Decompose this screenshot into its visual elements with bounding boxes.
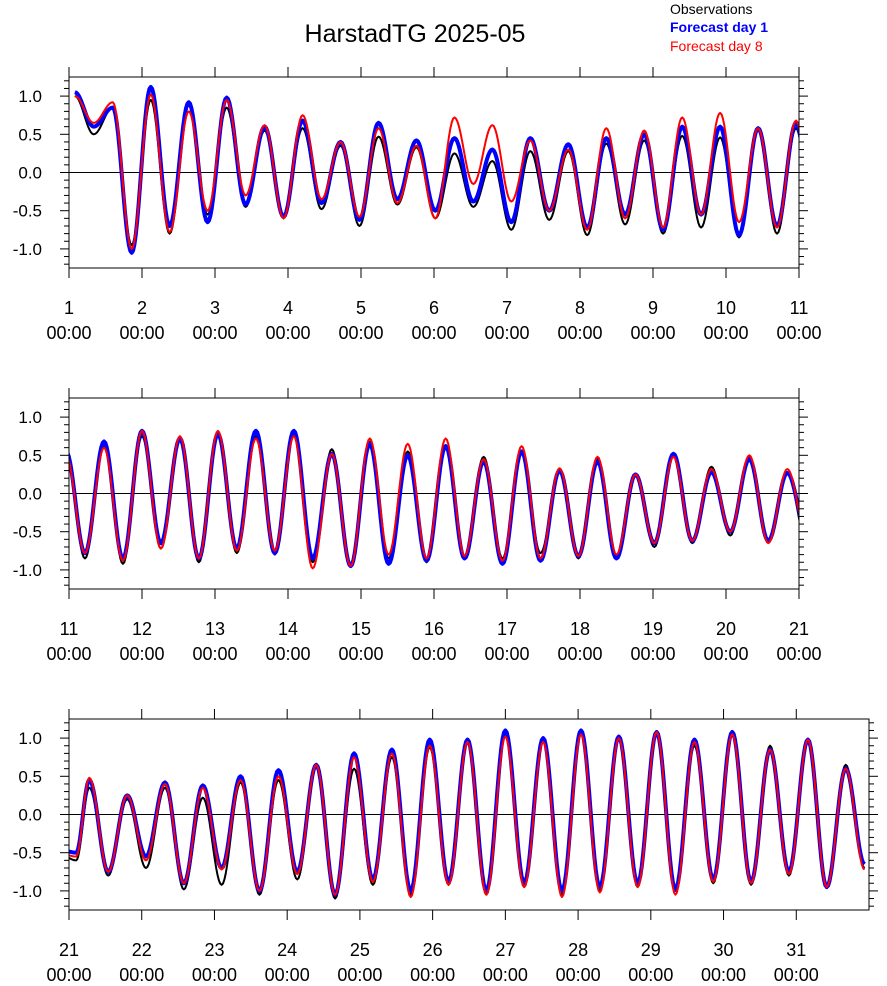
xtick-time-label: 00:00	[410, 965, 455, 985]
ytick-label: 1.0	[18, 87, 42, 106]
xtick-day-label: 24	[277, 940, 297, 960]
xtick-time-label: 00:00	[119, 644, 164, 664]
xtick-time-label: 00:00	[46, 323, 91, 343]
xtick-day-label: 16	[424, 619, 444, 639]
xtick-day-label: 28	[568, 940, 588, 960]
xtick-time-label: 00:00	[46, 965, 91, 985]
legend: Observations Forecast day 1 Forecast day…	[670, 1, 768, 54]
panel-1: 1.0 0.5 0.0 -0.5 -1.0 1 00:00 2 00:00 3 00:00 4 00:0…	[13, 67, 822, 343]
xtick-day-label: 18	[570, 619, 590, 639]
series-group	[69, 428, 799, 570]
legend-observations: Observations	[670, 1, 752, 17]
xtick-time-label: 00:00	[776, 323, 821, 343]
xtick-day-label: 7	[502, 298, 512, 318]
ytick-label: -1.0	[13, 882, 42, 901]
ytick-label: 0.5	[18, 125, 42, 144]
series-forecast-day-8	[74, 93, 799, 250]
xtick-day-label: 3	[210, 298, 220, 318]
xtick-time-label: 00:00	[556, 965, 601, 985]
panels: 1.0 0.5 0.0 -0.5 -1.0 1 00:00 2 00:00 3 00:00 4 00:0…	[13, 67, 878, 985]
legend-forecast-day-1: Forecast day 1	[670, 19, 768, 35]
xtick-day-label: 19	[643, 619, 663, 639]
xtick-day-label: 9	[648, 298, 658, 318]
xtick-time-label: 00:00	[119, 323, 164, 343]
ytick-label: 1.0	[18, 408, 42, 427]
xtick-time-label: 00:00	[338, 644, 383, 664]
xtick-day-label: 1	[64, 298, 74, 318]
xtick-day-label: 22	[132, 940, 152, 960]
xtick-day-label: 23	[204, 940, 224, 960]
xtick-time-label: 00:00	[701, 965, 746, 985]
xtick-time-label: 00:00	[192, 323, 237, 343]
ytick-label: -0.5	[13, 844, 42, 863]
ytick-label: -1.0	[13, 561, 42, 580]
xtick-time-label: 00:00	[776, 644, 821, 664]
xtick-day-label: 10	[716, 298, 736, 318]
xtick-time-label: 00:00	[557, 644, 602, 664]
xtick-time-label: 00:00	[628, 965, 673, 985]
xtick-time-label: 00:00	[484, 644, 529, 664]
ytick-label: 0.0	[18, 485, 42, 504]
xtick-time-label: 00:00	[411, 644, 456, 664]
xtick-day-label: 11	[60, 619, 79, 639]
ytick-label: 1.0	[18, 729, 42, 748]
ytick-label: 0.5	[18, 446, 42, 465]
xtick-time-label: 00:00	[484, 323, 529, 343]
xtick-day-label: 4	[283, 298, 293, 318]
ytick-label: -0.5	[13, 202, 42, 221]
xtick-day-label: 14	[278, 619, 298, 639]
xtick-day-label: 13	[205, 619, 225, 639]
xtick-day-label: 11	[790, 298, 809, 318]
xtick-day-label: 12	[132, 619, 152, 639]
ytick-label: 0.5	[18, 767, 42, 786]
xtick-day-label: 27	[495, 940, 515, 960]
ytick-label: -0.5	[13, 523, 42, 542]
xtick-time-label: 00:00	[337, 965, 382, 985]
series-forecast-day-8	[69, 429, 799, 570]
xtick-day-label: 15	[351, 619, 371, 639]
xtick-time-label: 00:00	[265, 644, 310, 664]
panel-2: 1.0 0.5 0.0 -0.5 -1.0 11 00:00 12 00:00 13 00:00 14…	[13, 388, 822, 664]
xtick-time-label: 00:00	[192, 644, 237, 664]
xtick-day-label: 26	[423, 940, 443, 960]
xtick-day-label: 29	[641, 940, 661, 960]
xtick-day-label: 25	[350, 940, 370, 960]
series-group	[74, 84, 799, 255]
xtick-time-label: 00:00	[119, 965, 164, 985]
xtick-day-label: 21	[59, 940, 79, 960]
panel-3: 1.0 0.5 0.0 -0.5 -1.0 21 00:00 22 00:00 23 00:00 24…	[13, 709, 878, 985]
legend-forecast-day-8: Forecast day 8	[670, 38, 763, 54]
xtick-time-label: 00:00	[703, 323, 748, 343]
xtick-time-label: 00:00	[774, 965, 819, 985]
ytick-label: -1.0	[13, 240, 42, 259]
xtick-day-label: 17	[497, 619, 517, 639]
ytick-label: 0.0	[18, 806, 42, 825]
series-group	[69, 728, 866, 900]
xtick-time-label: 00:00	[338, 323, 383, 343]
ytick-label: 0.0	[18, 164, 42, 183]
xtick-day-label: 2	[137, 298, 147, 318]
xtick-day-label: 8	[575, 298, 585, 318]
xtick-time-label: 00:00	[703, 644, 748, 664]
xtick-day-label: 30	[714, 940, 734, 960]
series-forecast-day-8	[69, 730, 866, 899]
xtick-time-label: 00:00	[630, 644, 675, 664]
xtick-day-label: 6	[429, 298, 439, 318]
xtick-time-label: 00:00	[265, 323, 310, 343]
xtick-day-label: 21	[789, 619, 809, 639]
xtick-time-label: 00:00	[265, 965, 310, 985]
xtick-time-label: 00:00	[483, 965, 528, 985]
xtick-time-label: 00:00	[557, 323, 602, 343]
xtick-time-label: 00:00	[192, 965, 237, 985]
chart-title: HarstadTG 2025-05	[305, 20, 526, 48]
xtick-day-label: 31	[786, 940, 806, 960]
xtick-time-label: 00:00	[411, 323, 456, 343]
xtick-time-label: 00:00	[46, 644, 91, 664]
xtick-day-label: 20	[716, 619, 736, 639]
xtick-time-label: 00:00	[630, 323, 675, 343]
xtick-day-label: 5	[356, 298, 366, 318]
